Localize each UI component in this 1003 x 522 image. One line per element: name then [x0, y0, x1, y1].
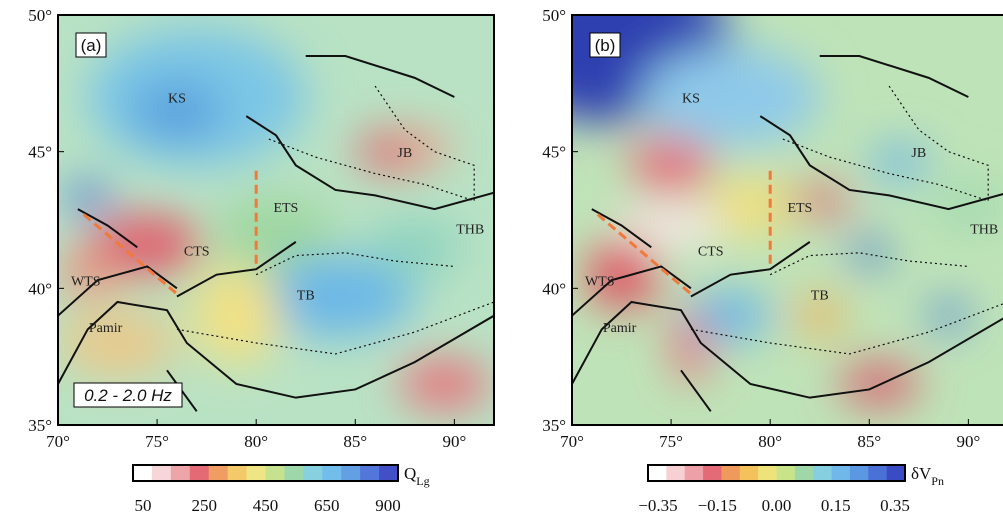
y-tick-label: 40°	[542, 279, 566, 298]
colorbar-tick-label: 0.15	[821, 496, 851, 515]
colorbar-tick-label: 650	[314, 496, 340, 515]
anomaly	[929, 300, 969, 332]
colorbar-bin	[813, 465, 832, 481]
x-tick-label: 80°	[244, 432, 268, 451]
colorbar-bin	[322, 465, 341, 481]
y-tick-label: 50°	[542, 6, 566, 25]
colorbar-bin	[209, 465, 228, 481]
anomaly	[66, 182, 110, 214]
x-tick-label: 75°	[659, 432, 683, 451]
x-tick-label: 85°	[857, 432, 881, 451]
anomaly	[631, 137, 711, 193]
anomaly	[849, 239, 889, 267]
y-tick-label: 40°	[28, 279, 52, 298]
colorbar-title-main: Q	[404, 464, 416, 483]
colorbar-bin	[795, 465, 814, 481]
colorbar-bin	[666, 465, 685, 481]
region-label: WTS	[585, 275, 615, 290]
anomaly	[132, 81, 222, 141]
colorbar-bin	[868, 465, 887, 481]
y-tick-label: 45°	[28, 143, 52, 162]
region-label: JB	[397, 146, 412, 161]
colorbar-bin	[341, 465, 360, 481]
colorbar-bin	[171, 465, 190, 481]
colorbar-tick-label: 0.35	[880, 496, 910, 515]
colorbar-bin	[648, 465, 667, 481]
y-tick-label: 50°	[28, 6, 52, 25]
colorbar-bin	[133, 465, 152, 481]
colorbar-bin	[303, 465, 322, 481]
colorbar-tick-label: −0.15	[698, 496, 737, 515]
colorbar-bin	[721, 465, 740, 481]
region-label: Pamir	[89, 321, 123, 336]
figure: KSJBETSTHBCTSWTSTBPamir(a)0.2 - 2.0 Hz70…	[0, 0, 1003, 517]
colorbar-tick-label: 250	[192, 496, 218, 515]
colorbar-tick-label: 900	[375, 496, 401, 515]
colorbar-bin	[190, 465, 209, 481]
colorbar-bin	[247, 465, 266, 481]
colorbar-tick-label: 0.00	[762, 496, 792, 515]
colorbar-bin	[266, 465, 285, 481]
colorbar-title: QLg	[404, 464, 430, 488]
x-tick-label: 75°	[145, 432, 169, 451]
colorbar-bin	[850, 465, 869, 481]
region-label: CTS	[184, 245, 210, 260]
colorbar-tick-label: 450	[253, 496, 279, 515]
colorbar-title-main: δV	[911, 464, 932, 483]
colorbar-bin	[685, 465, 704, 481]
anomaly	[57, 308, 177, 378]
x-tick-label: 90°	[442, 432, 466, 451]
region-label: CTS	[698, 245, 724, 260]
panel-label: (b)	[595, 36, 616, 55]
anomaly	[710, 176, 790, 236]
y-tick-label: 35°	[28, 416, 52, 435]
colorbar-bin	[832, 465, 851, 481]
colorbar-title-sub: Pn	[931, 474, 944, 488]
colorbar-title: δVPn	[911, 464, 944, 488]
y-tick-label: 35°	[542, 416, 566, 435]
panel-label: (a)	[81, 36, 102, 55]
colorbar-bin	[703, 465, 722, 481]
region-label: ETS	[787, 201, 812, 216]
anomaly	[691, 291, 771, 341]
x-tick-label: 85°	[343, 432, 367, 451]
colorbar-bin	[777, 465, 796, 481]
region-label: WTS	[71, 275, 101, 290]
region-label: Pamir	[603, 321, 637, 336]
annotation: 0.2 - 2.0 Hz	[84, 386, 172, 405]
x-tick-label: 80°	[758, 432, 782, 451]
anomaly	[641, 47, 821, 147]
colorbar-bin	[360, 465, 379, 481]
colorbar-title-sub: Lg	[416, 474, 429, 488]
region-label: TB	[811, 288, 829, 303]
colorbar-bin	[887, 465, 906, 481]
region-label: THB	[456, 223, 484, 238]
colorbar-bin	[152, 465, 171, 481]
region-label: JB	[911, 146, 926, 161]
map-panel: KS JB ETS THB CTS WTS TB Pamir	[57, 15, 494, 425]
region-label: KS	[168, 91, 186, 106]
y-tick-label: 45°	[542, 143, 566, 162]
x-tick-label: 90°	[956, 432, 980, 451]
region-label: ETS	[273, 201, 298, 216]
colorbar-bin	[284, 465, 303, 481]
region-label: KS	[682, 91, 700, 106]
anomaly	[616, 205, 726, 245]
region-label: THB	[970, 223, 998, 238]
colorbar-bin	[379, 465, 398, 481]
anomaly	[399, 359, 489, 409]
colorbar-tick-label: −0.35	[638, 496, 677, 515]
region-label: TB	[297, 288, 315, 303]
colorbar-bin	[228, 465, 247, 481]
colorbar-bin	[758, 465, 777, 481]
map-panel: KS JB ETS THB CTS WTS TB Pamir	[492, 0, 1003, 425]
colorbar-bin	[740, 465, 759, 481]
colorbar-tick-label: 50	[135, 496, 152, 515]
anomaly	[365, 217, 465, 277]
